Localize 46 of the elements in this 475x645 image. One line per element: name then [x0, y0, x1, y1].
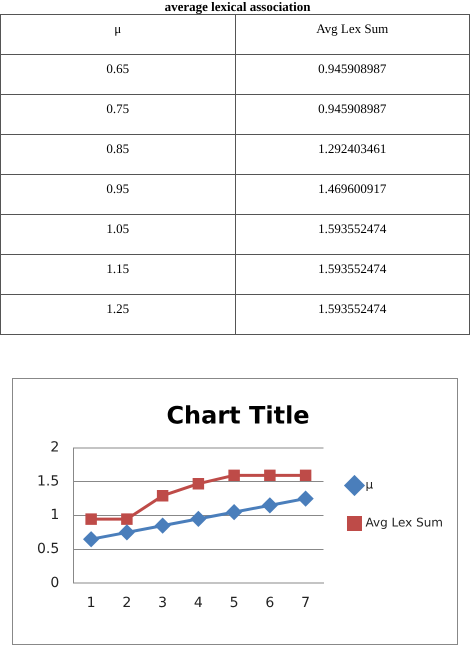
text: 0.65	[0, 54, 235, 94]
text: Avg Lex Sum	[235, 14, 470, 54]
text: 1.05	[0, 214, 235, 254]
text: 1.292403461	[235, 134, 470, 174]
legend-label: μ	[365, 478, 374, 492]
point	[121, 513, 133, 525]
x-tick-label: 3	[158, 595, 168, 612]
text: 0.75	[0, 94, 235, 134]
y-tick-label: 0.5	[37, 540, 60, 557]
point	[262, 498, 278, 513]
point	[155, 518, 170, 534]
x-tick-label: 7	[301, 595, 310, 612]
text: 0.945908987	[235, 54, 470, 94]
text: μ	[0, 14, 235, 54]
y-tick-label: 1	[50, 507, 60, 524]
point	[156, 490, 168, 502]
point	[226, 504, 242, 520]
point	[190, 511, 206, 526]
text: 1.469600917	[235, 174, 470, 214]
point	[264, 470, 276, 482]
point	[300, 470, 312, 482]
x-tick-label: 5	[230, 595, 239, 612]
text: 1.593552474	[235, 214, 470, 254]
x-tick-label: 1	[86, 595, 96, 612]
y-tick-label: 0	[50, 574, 60, 591]
point	[119, 524, 134, 540]
point	[192, 478, 204, 490]
point	[228, 470, 240, 482]
x-tick-label: 4	[194, 595, 203, 612]
text: 0.95	[0, 174, 235, 214]
text: average lexical association	[164, 0, 312, 14]
y-tick-label: 2	[50, 439, 60, 456]
y-tick-label: 1.5	[37, 473, 60, 490]
legend-label: Avg Lex Sum	[365, 516, 443, 530]
x-tick-label: 6	[265, 595, 274, 612]
point	[85, 513, 97, 525]
chart-title: Chart Title	[166, 402, 310, 430]
x-tick-label: 2	[122, 595, 132, 612]
text: 0.85	[0, 134, 235, 174]
text: 1.25	[0, 294, 235, 334]
text: 1.15	[0, 254, 235, 294]
text: 0.945908987	[235, 94, 470, 134]
point	[84, 532, 99, 547]
text: 1.593552474	[235, 254, 470, 294]
text: 1.593552474	[235, 294, 470, 334]
point	[298, 491, 314, 506]
